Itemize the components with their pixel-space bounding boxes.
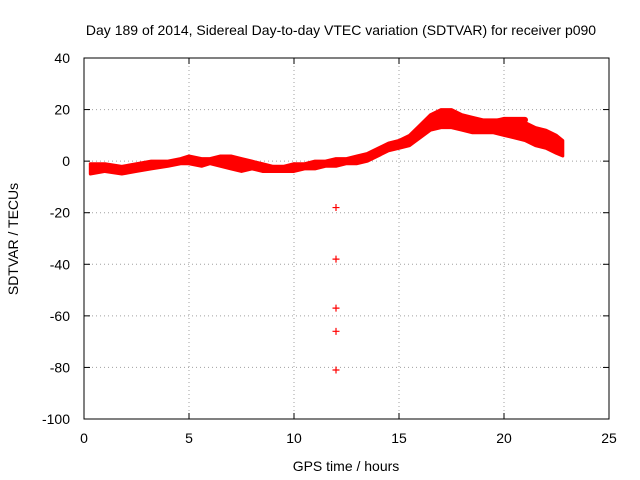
y-tick-label: 40 xyxy=(54,50,70,66)
outlier-point xyxy=(332,327,340,335)
outlier-point xyxy=(332,304,340,312)
x-tick-label: 20 xyxy=(496,430,512,446)
upper-branch xyxy=(469,116,528,129)
x-tick-label: 25 xyxy=(601,430,617,446)
x-axis-label: GPS time / hours xyxy=(293,458,400,474)
x-tick-label: 10 xyxy=(286,430,302,446)
outlier-point xyxy=(332,255,340,263)
plot-border xyxy=(83,57,610,420)
x-tick-label: 15 xyxy=(391,430,407,446)
data-marks xyxy=(88,108,565,374)
y-axis-label: SDTVAR / TECUs xyxy=(5,183,21,295)
outlier-point xyxy=(332,366,340,374)
y-tick-label: -100 xyxy=(42,411,70,427)
outlier-point xyxy=(332,204,340,212)
x-tick-label: 5 xyxy=(185,430,193,446)
x-tick-label: 0 xyxy=(80,430,88,446)
y-tick-label: -20 xyxy=(50,205,70,221)
y-tick-label: -40 xyxy=(50,256,70,272)
grid-lines xyxy=(84,58,609,419)
chart-title: Day 189 of 2014, Sidereal Day-to-day VTE… xyxy=(86,22,596,38)
y-tick-label: -80 xyxy=(50,359,70,375)
sdtvar-band xyxy=(88,108,565,176)
axis-ticks: 0 5 10 15 20 25 -100 -80 -60 -40 -20 0 20 40 xyxy=(42,50,617,446)
y-tick-label: 20 xyxy=(54,102,70,118)
y-tick-label: 0 xyxy=(62,153,70,169)
lower-branch xyxy=(490,124,560,149)
y-tick-label: -60 xyxy=(50,308,70,324)
